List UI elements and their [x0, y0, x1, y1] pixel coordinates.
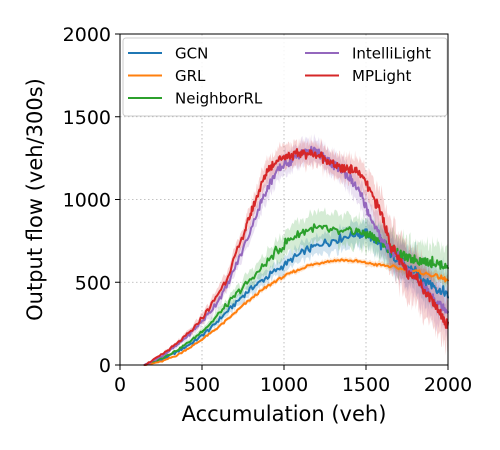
axis-ticks: 0 500 1000 1500 2000 0 500 1000 1500 2000 — [63, 24, 473, 396]
x-tick-label: 1000 — [260, 374, 308, 396]
y-tick-label: 2000 — [63, 24, 111, 46]
legend-label-intellilight: IntelliLight — [352, 45, 431, 63]
series-line-mplight — [143, 148, 449, 366]
series-lines — [143, 145, 449, 366]
y-tick-label: 500 — [75, 272, 111, 294]
y-tick-label: 1000 — [63, 190, 111, 212]
x-tick-label: 1500 — [342, 374, 390, 396]
x-tick-label: 2000 — [424, 374, 472, 396]
legend: GCN GRL NeighborRL IntelliLight MPLight — [122, 37, 448, 117]
legend-label-grl: GRL — [175, 67, 206, 85]
series-band-grl — [144, 256, 448, 365]
y-tick-label: 0 — [99, 355, 111, 377]
series-band-neighborrl — [144, 207, 448, 365]
x-axis-label: Accumulation (veh) — [182, 402, 387, 426]
series-line-gcn — [143, 228, 449, 366]
legend-label-neighborrl: NeighborRL — [175, 90, 263, 108]
x-tick-label: 500 — [184, 374, 220, 396]
legend-label-gcn: GCN — [175, 45, 208, 63]
series-line-neighborrl — [143, 223, 449, 366]
x-tick-label: 0 — [114, 374, 126, 396]
legend-box — [122, 37, 448, 117]
y-axis-label: Output flow (veh/300s) — [23, 78, 47, 321]
legend-label-mplight: MPLight — [352, 67, 412, 85]
y-tick-label: 1500 — [63, 107, 111, 129]
